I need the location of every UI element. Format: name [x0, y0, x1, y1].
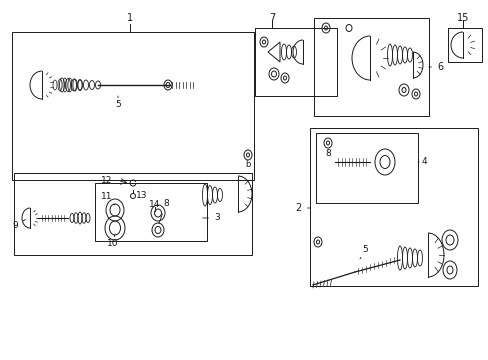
Text: 13: 13: [136, 192, 147, 201]
Bar: [309, 128, 477, 286]
Bar: [313, 18, 428, 116]
Text: 5: 5: [359, 246, 367, 259]
Text: 6: 6: [428, 62, 442, 72]
Text: 12: 12: [101, 176, 112, 185]
Bar: [14, 173, 251, 255]
Text: 11: 11: [101, 193, 115, 205]
Bar: [95, 183, 206, 241]
Bar: [254, 28, 336, 96]
Text: 3: 3: [203, 213, 219, 222]
Text: 7: 7: [268, 13, 275, 23]
Text: 8: 8: [325, 149, 330, 158]
Text: 15: 15: [456, 13, 468, 23]
Text: b: b: [245, 161, 250, 170]
Bar: [12, 32, 253, 180]
Bar: [447, 28, 481, 62]
Text: 14: 14: [149, 201, 161, 210]
Text: 8: 8: [159, 199, 168, 224]
Text: 10: 10: [107, 234, 119, 248]
Text: 9: 9: [12, 220, 25, 230]
Text: 5: 5: [115, 96, 121, 109]
Text: 1: 1: [127, 13, 133, 23]
Text: 4: 4: [417, 157, 427, 166]
Text: 2: 2: [295, 203, 309, 213]
Bar: [315, 133, 417, 203]
